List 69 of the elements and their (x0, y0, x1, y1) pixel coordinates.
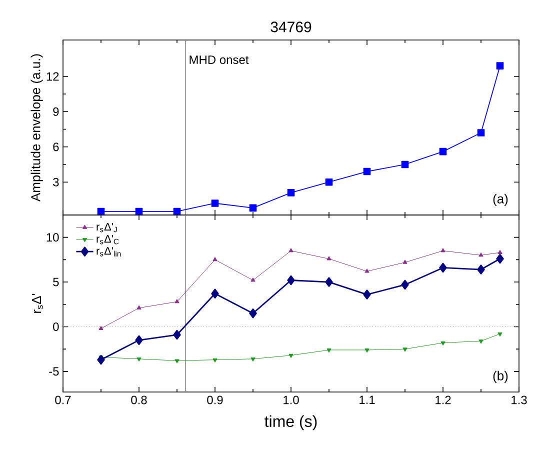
point (439, 262, 447, 273)
chart-title: 34769 (270, 22, 312, 32)
y-tick-label: 6 (53, 142, 59, 152)
point (325, 277, 333, 287)
point (211, 200, 219, 207)
point (363, 290, 371, 300)
annotation: (b) (493, 370, 508, 383)
y-tick-label: 10 (46, 233, 59, 242)
x-tick-label: 1.3 (512, 396, 527, 404)
point (402, 260, 408, 264)
point (250, 357, 256, 362)
point (496, 254, 504, 264)
point (288, 354, 294, 358)
point (326, 348, 332, 353)
x-tick-label: 1.0 (284, 396, 299, 404)
point (364, 348, 370, 353)
point (477, 129, 485, 136)
point (136, 305, 142, 310)
point (212, 257, 218, 262)
legend-label: r$_{s}$Δ'$_{lin}$ (96, 247, 121, 256)
point (326, 256, 332, 260)
point (402, 348, 408, 352)
annotation: (a) (493, 194, 508, 206)
point (174, 359, 180, 364)
point (498, 332, 502, 337)
x-axis-title: time (s) (264, 415, 317, 430)
point (477, 264, 485, 274)
point (250, 278, 256, 282)
point (439, 148, 447, 156)
point (212, 358, 218, 362)
point (478, 252, 484, 257)
point (249, 204, 257, 212)
point (288, 248, 294, 252)
y-axis-title: r$_{s}$Δ' (32, 294, 43, 313)
legend-label: r$_{s}$Δ'$_{C}$ (96, 235, 119, 244)
y-axis-title: Amplitude envelope (a.u.) (30, 54, 43, 202)
point (325, 178, 333, 186)
x-tick-label: 0.8 (131, 396, 147, 404)
point (364, 268, 370, 273)
point (97, 354, 105, 365)
point (173, 330, 181, 340)
point (440, 248, 446, 252)
point (287, 189, 295, 196)
point (478, 340, 484, 344)
point (287, 275, 295, 286)
point (401, 160, 409, 168)
y-tick-label: 0 (53, 322, 59, 331)
x-tick-label: 0.9 (207, 396, 223, 404)
point (98, 326, 104, 330)
point (363, 168, 371, 176)
point (496, 62, 504, 70)
y-tick-label: 3 (53, 178, 59, 186)
point (135, 335, 143, 346)
point (249, 308, 257, 318)
point (440, 341, 446, 346)
y-tick-label: 5 (53, 278, 59, 286)
point (211, 288, 219, 299)
x-tick-label: 0.7 (55, 396, 71, 404)
point (498, 250, 502, 254)
point (174, 299, 180, 304)
point (136, 357, 142, 362)
y-tick-label: 12 (46, 72, 59, 81)
y-tick-label: -5 (49, 367, 59, 376)
x-tick-label: 1.2 (436, 396, 451, 404)
ref-line-label: MHD onset (190, 56, 249, 64)
point (401, 280, 409, 290)
y-tick-label: 9 (53, 107, 59, 116)
x-tick-label: 1.1 (360, 396, 375, 404)
legend-label: r$_{s}$Δ'$_{J}$ (96, 222, 117, 232)
